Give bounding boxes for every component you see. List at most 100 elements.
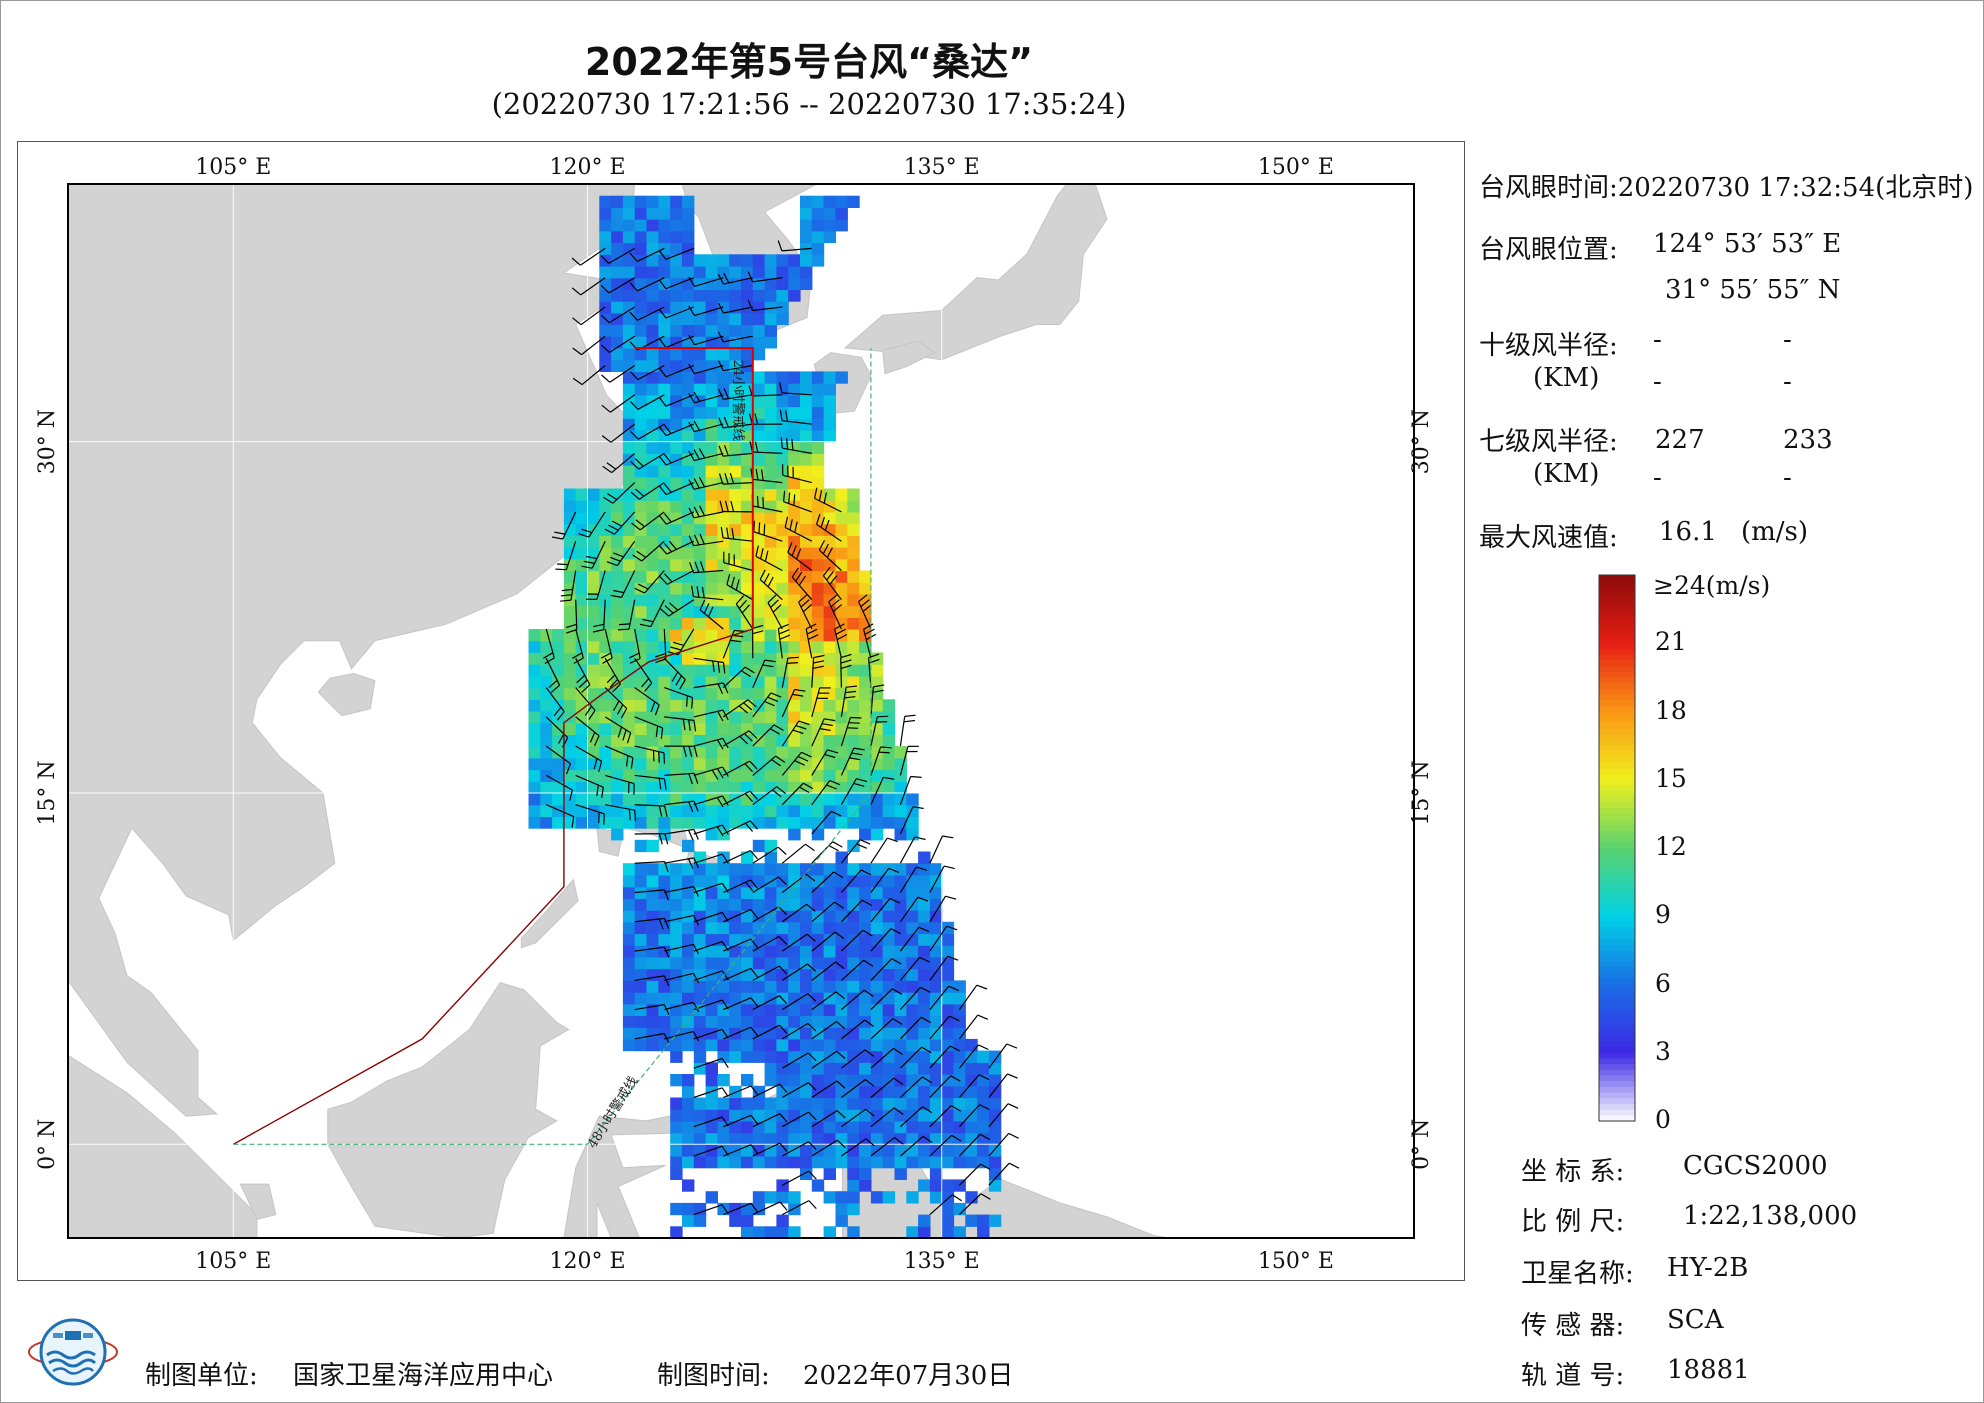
wind-cell xyxy=(646,465,659,478)
wind-cell xyxy=(705,746,718,759)
wind-cell xyxy=(528,781,541,794)
wind-cell xyxy=(788,441,801,454)
wind-barb xyxy=(752,1201,788,1216)
max-wind-label: 最大风速值: xyxy=(1479,523,1618,553)
wind-barb xyxy=(767,594,783,630)
wind-barb xyxy=(779,409,812,425)
wind-cell xyxy=(540,629,553,642)
wind-cell xyxy=(599,266,612,279)
wind-cell xyxy=(764,816,777,829)
wind-cell xyxy=(682,839,695,853)
wind-cell xyxy=(800,394,813,408)
wind-cell xyxy=(693,898,707,911)
wind-cell xyxy=(776,617,789,630)
wind-cell xyxy=(906,863,919,876)
nsoas-logo-icon xyxy=(28,1318,118,1386)
wind-cell xyxy=(870,933,884,946)
wind-cell xyxy=(811,980,825,993)
wind-cell xyxy=(847,722,860,735)
colorbar-tick-label: 6 xyxy=(1655,968,1671,998)
wind-barb xyxy=(688,448,724,462)
wind-cell xyxy=(611,687,624,700)
wind-barb xyxy=(605,804,637,822)
wind-cell xyxy=(646,769,659,782)
wind-barb xyxy=(545,687,565,721)
colorbar-segment xyxy=(1599,961,1635,969)
wind-cell xyxy=(540,675,553,689)
wind-cell xyxy=(870,910,884,923)
wind-cell xyxy=(988,1050,1002,1063)
wind-cell xyxy=(823,816,836,829)
wind-cell xyxy=(587,547,600,560)
wind-cell xyxy=(670,1074,683,1087)
wind-cell xyxy=(847,921,860,935)
wind-cell xyxy=(575,629,589,642)
wind-cell xyxy=(670,465,683,478)
wind-barb xyxy=(634,745,665,764)
wind-cell xyxy=(788,277,801,290)
wind-cell xyxy=(611,629,624,642)
wind-cell xyxy=(764,1144,777,1157)
wind-cell xyxy=(776,488,789,501)
wind-cell xyxy=(847,804,860,817)
wind-cell xyxy=(752,511,766,525)
wind-cell xyxy=(717,793,730,806)
wind-cell xyxy=(611,242,624,255)
wind-cell xyxy=(599,781,612,794)
wind-cell xyxy=(705,617,718,630)
wind-cell xyxy=(847,1191,860,1204)
wind-cell xyxy=(882,1038,896,1052)
wind-cell xyxy=(788,1132,801,1145)
wind-cell xyxy=(847,195,860,208)
wind-cell xyxy=(646,383,659,396)
wind-cell xyxy=(776,1132,789,1145)
wind-cell xyxy=(788,992,801,1005)
wind-cell xyxy=(741,1156,754,1169)
wind-barb xyxy=(658,335,695,348)
wind-cell xyxy=(741,1038,754,1052)
wind-cell xyxy=(788,968,801,981)
wind-cell xyxy=(611,301,624,314)
wind-cell xyxy=(693,921,707,935)
wind-cell xyxy=(906,980,919,993)
wind-cell xyxy=(634,359,648,372)
wind-cell xyxy=(729,336,742,349)
wind-cell xyxy=(646,992,659,1005)
wind-cell xyxy=(670,394,683,408)
wind-barb xyxy=(720,527,753,542)
wind-cell xyxy=(941,1120,955,1134)
wind-cell xyxy=(729,1109,742,1122)
wind-barb xyxy=(543,628,555,665)
wind-cell xyxy=(634,394,648,408)
wind-cell xyxy=(705,933,718,946)
lat-tick-right: 15° N xyxy=(1409,760,1434,825)
wind-cell xyxy=(670,921,683,935)
wind-cell xyxy=(528,757,541,771)
wind-cell xyxy=(764,886,777,899)
wind-cell xyxy=(988,1109,1002,1122)
wind-cell xyxy=(646,195,659,208)
wind-cell xyxy=(599,488,612,501)
wind-cell xyxy=(634,664,648,677)
wind-cell xyxy=(811,453,825,466)
wind-cell xyxy=(835,711,848,724)
wind-cell xyxy=(788,465,801,478)
wind-cell xyxy=(729,406,742,419)
wind-cell xyxy=(705,1109,718,1122)
wind-cell xyxy=(693,312,707,326)
wind-cell xyxy=(622,629,636,642)
wind-cell xyxy=(634,875,648,888)
wind-cell xyxy=(929,1074,943,1087)
max-wind-value: 16.1 xyxy=(1659,517,1717,547)
wind-cell xyxy=(835,582,848,595)
wind-barb xyxy=(781,656,799,688)
wind-cell xyxy=(682,1132,695,1145)
wind-cell xyxy=(847,1226,860,1238)
wind-cell xyxy=(764,1003,777,1017)
wind-cell xyxy=(835,1202,848,1216)
wind-cell xyxy=(741,734,754,747)
wind-barb xyxy=(811,1080,846,1099)
wind-cell xyxy=(823,956,836,970)
wind-cell xyxy=(870,1097,884,1110)
